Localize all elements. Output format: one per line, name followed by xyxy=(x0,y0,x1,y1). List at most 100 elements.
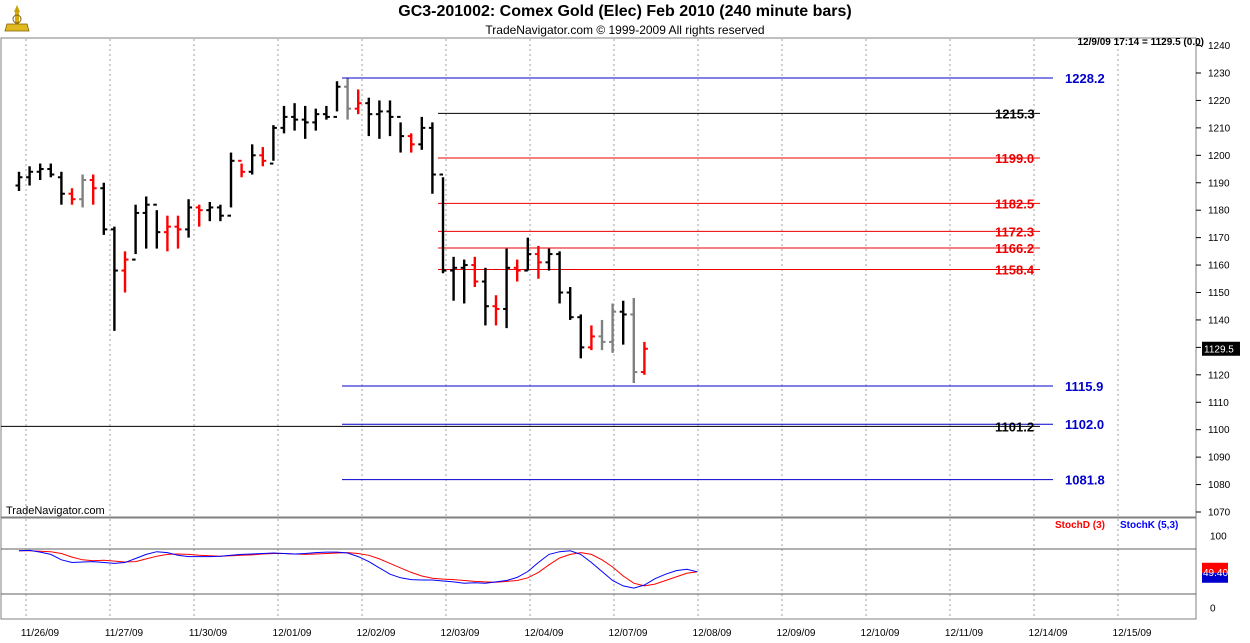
price-bar xyxy=(375,100,383,139)
price-tick-label: 1110 xyxy=(1208,398,1229,409)
price-tick-label: 1100 xyxy=(1208,425,1230,436)
price-tick-label: 1190 xyxy=(1208,178,1230,189)
price-tick-label: 1120 xyxy=(1208,370,1230,381)
price-bar xyxy=(174,215,182,249)
price-bar xyxy=(524,237,532,272)
price-bar xyxy=(534,245,542,279)
price-bar xyxy=(89,174,97,205)
date-label: 12/14/09 xyxy=(1029,628,1068,639)
price-bar xyxy=(460,259,468,304)
legend-stoch-d: StochD (3) xyxy=(1055,520,1105,531)
level-label: 1228.2 xyxy=(1065,71,1105,86)
price-bar xyxy=(619,300,627,345)
stoch-series-line xyxy=(19,550,698,587)
level-label: 1158.4 xyxy=(995,262,1035,277)
date-label: 12/09/09 xyxy=(777,628,816,639)
price-bar xyxy=(428,122,436,194)
price-bar xyxy=(333,81,341,118)
date-label: 12/10/09 xyxy=(861,628,900,639)
price-tick-label: 1070 xyxy=(1208,508,1231,519)
stoch-d-tag xyxy=(1202,562,1228,573)
price-tick-label: 1150 xyxy=(1208,288,1230,299)
level-label: 1101.2 xyxy=(995,419,1034,434)
price-bar xyxy=(227,152,235,217)
price-bar xyxy=(513,259,521,282)
level-label: 1215.3 xyxy=(995,106,1035,121)
price-bar xyxy=(354,89,362,115)
price-bar xyxy=(312,108,320,131)
price-bar xyxy=(577,314,585,359)
date-label: 12/15/09 xyxy=(1113,628,1152,639)
chart-title: GC3-201002: Comex Gold (Elec) Feb 2010 (… xyxy=(398,3,852,20)
price-bar xyxy=(248,144,256,175)
price-bar xyxy=(132,204,140,261)
price-tick-label: 1240 xyxy=(1208,41,1231,52)
price-bar xyxy=(450,256,458,301)
price-bar xyxy=(216,204,224,222)
price-bar xyxy=(291,103,299,131)
date-label: 12/04/09 xyxy=(525,628,564,639)
date-label: 12/02/09 xyxy=(357,628,396,639)
price-bar xyxy=(609,303,617,353)
date-label: 11/30/09 xyxy=(189,628,228,639)
price-bar xyxy=(556,251,564,304)
price-bar xyxy=(587,325,595,351)
price-bar xyxy=(121,251,129,293)
level-label: 1102.0 xyxy=(1065,417,1104,432)
price-bar xyxy=(142,196,150,249)
price-tick-label: 1180 xyxy=(1208,206,1230,217)
level-label: 1166.2 xyxy=(995,241,1034,256)
price-bar xyxy=(163,215,171,252)
stoch-tick-label: 0 xyxy=(1210,604,1216,615)
price-bar xyxy=(47,163,55,178)
price-bar xyxy=(259,147,267,167)
price-bar xyxy=(344,78,352,120)
price-tick-label: 1200 xyxy=(1208,151,1231,162)
legend-stoch-k: StochK (5,3) xyxy=(1120,520,1179,531)
price-bar xyxy=(481,267,489,326)
price-bar xyxy=(206,201,214,222)
price-bar xyxy=(322,105,330,120)
stoch-series-line xyxy=(18,549,698,589)
price-bar xyxy=(26,166,34,186)
price-bar xyxy=(407,133,415,153)
stoch-k-tag xyxy=(1202,572,1228,583)
price-bar xyxy=(110,226,118,331)
watermark: TradeNavigator.com xyxy=(6,505,105,517)
price-bar xyxy=(269,125,277,165)
price-bar xyxy=(471,256,479,288)
price-tick-label: 1140 xyxy=(1208,315,1230,326)
date-label: 11/27/09 xyxy=(105,628,144,639)
price-bar xyxy=(238,159,246,178)
level-label: 1081.8 xyxy=(1065,473,1105,488)
date-label: 12/08/09 xyxy=(693,628,732,639)
price-bar xyxy=(492,295,500,326)
price-bar xyxy=(153,203,161,249)
price-bar xyxy=(418,116,426,150)
price-bar xyxy=(365,97,373,137)
price-bar xyxy=(301,105,309,139)
price-bar xyxy=(640,341,648,375)
price-tick-label: 1160 xyxy=(1208,261,1230,272)
price-bar xyxy=(566,287,574,320)
price-bar xyxy=(386,100,394,137)
price-bar xyxy=(36,163,44,181)
price-bar xyxy=(68,188,76,205)
price-bar xyxy=(545,248,553,271)
date-label: 12/03/09 xyxy=(441,628,480,639)
price-tick-label: 1210 xyxy=(1208,123,1231,134)
price-tick-label: 1220 xyxy=(1208,96,1231,107)
trade-navigator-logo-icon xyxy=(4,3,30,38)
price-bar xyxy=(503,248,511,329)
date-label: 11/26/09 xyxy=(21,628,60,639)
date-label: 12/11/09 xyxy=(945,628,984,639)
price-bar xyxy=(15,171,23,191)
price-bar xyxy=(100,182,108,235)
stoch-tag-label: 49.40 xyxy=(1203,568,1228,579)
date-label: 12/01/09 xyxy=(273,628,312,639)
stoch-tick-label: 100 xyxy=(1210,532,1227,543)
price-bar xyxy=(439,173,447,274)
price-bar xyxy=(195,204,203,227)
price-bar xyxy=(598,319,606,351)
